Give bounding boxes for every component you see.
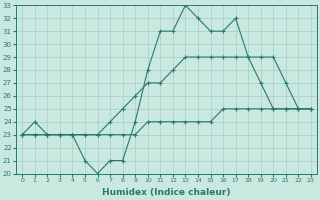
X-axis label: Humidex (Indice chaleur): Humidex (Indice chaleur): [102, 188, 231, 197]
